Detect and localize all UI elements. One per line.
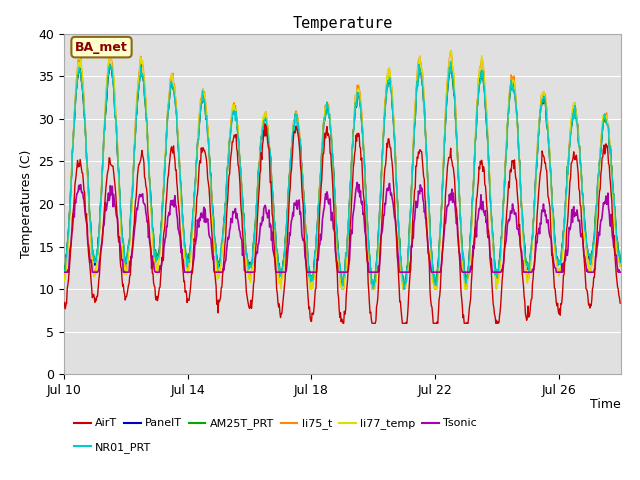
NR01_PRT	[80, 106, 88, 111]
PanelT	[616, 259, 624, 265]
li77_temp	[616, 264, 624, 269]
li75_t	[292, 108, 300, 114]
NR01_PRT	[401, 286, 408, 292]
NR01_PRT	[447, 59, 454, 65]
PanelT	[511, 89, 518, 95]
Tsonic	[191, 242, 198, 248]
li77_temp	[511, 80, 518, 86]
li75_t	[60, 273, 68, 278]
Tsonic	[60, 269, 68, 275]
NR01_PRT	[262, 118, 270, 123]
Text: BA_met: BA_met	[75, 41, 128, 54]
AM25T_PRT	[80, 107, 88, 112]
AirT	[263, 132, 271, 138]
AM25T_PRT	[263, 121, 271, 127]
li75_t	[80, 98, 88, 104]
PanelT	[137, 62, 145, 68]
NR01_PRT	[191, 184, 198, 190]
AM25T_PRT	[106, 61, 113, 67]
PanelT	[60, 268, 68, 274]
AM25T_PRT	[60, 268, 68, 274]
NR01_PRT	[616, 260, 624, 265]
li75_t	[191, 190, 198, 196]
Tsonic	[510, 207, 518, 213]
Tsonic	[616, 269, 624, 275]
li77_temp	[447, 48, 454, 54]
Line: Tsonic: Tsonic	[64, 182, 620, 272]
AM25T_PRT	[401, 286, 408, 292]
Tsonic	[80, 197, 88, 203]
li75_t	[447, 48, 454, 54]
Line: NR01_PRT: NR01_PRT	[64, 62, 620, 289]
Line: li75_t: li75_t	[64, 51, 620, 289]
li75_t	[511, 78, 518, 84]
PanelT	[376, 205, 383, 211]
AirT	[339, 321, 347, 326]
PanelT	[401, 286, 408, 292]
li77_temp	[293, 113, 301, 119]
li77_temp	[80, 99, 88, 105]
NR01_PRT	[375, 221, 383, 227]
Tsonic	[353, 180, 361, 185]
Line: AM25T_PRT: AM25T_PRT	[64, 64, 620, 289]
PanelT	[80, 108, 88, 114]
Line: PanelT: PanelT	[64, 65, 620, 289]
AirT	[261, 121, 269, 127]
li75_t	[262, 112, 270, 118]
Legend: NR01_PRT: NR01_PRT	[70, 438, 156, 458]
AirT	[616, 300, 624, 306]
Line: AirT: AirT	[64, 124, 620, 324]
li77_temp	[262, 115, 270, 120]
AirT	[376, 240, 384, 246]
AM25T_PRT	[616, 257, 624, 263]
Tsonic	[292, 203, 300, 208]
NR01_PRT	[292, 114, 300, 120]
NR01_PRT	[60, 270, 68, 276]
AM25T_PRT	[511, 91, 518, 96]
NR01_PRT	[511, 87, 518, 93]
AM25T_PRT	[293, 110, 301, 116]
AirT	[191, 239, 198, 244]
li75_t	[616, 263, 624, 269]
li75_t	[376, 207, 383, 213]
AM25T_PRT	[191, 179, 199, 184]
AirT	[80, 188, 88, 193]
AM25T_PRT	[376, 206, 383, 212]
Tsonic	[376, 259, 383, 264]
PanelT	[263, 122, 271, 128]
Line: li77_temp: li77_temp	[64, 51, 620, 289]
Y-axis label: Temperatures (C): Temperatures (C)	[20, 150, 33, 258]
li77_temp	[376, 207, 383, 213]
AirT	[293, 126, 301, 132]
li77_temp	[60, 275, 68, 280]
li77_temp	[277, 286, 285, 292]
PanelT	[191, 179, 199, 184]
li77_temp	[191, 192, 198, 197]
Title: Temperature: Temperature	[292, 16, 392, 31]
li75_t	[338, 286, 346, 292]
PanelT	[293, 112, 301, 118]
AirT	[511, 157, 518, 163]
AirT	[60, 303, 68, 309]
Text: Time: Time	[590, 398, 621, 411]
Tsonic	[262, 210, 270, 216]
